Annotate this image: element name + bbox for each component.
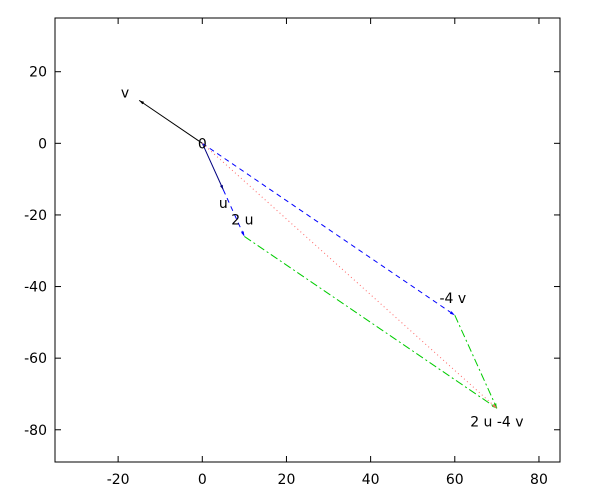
x-tick-label: 60 [446,472,464,488]
plot-frame [54,17,561,463]
vector [201,142,498,409]
x-tick-label: 20 [278,472,296,488]
x-tick-label: -20 [107,472,130,488]
vector-label: u [219,196,228,212]
x-tick-label: 80 [530,472,548,488]
vector-label: 2 u [231,212,253,228]
y-tick-label: 0 [38,136,47,152]
y-tick-label: -80 [24,423,47,439]
y-tick-label: -40 [24,280,47,296]
x-tick-label: 40 [362,472,380,488]
vector-label: v [121,85,129,101]
x-tick-label: 0 [198,472,207,488]
vector [244,236,498,409]
origin-label: 0 [198,136,207,152]
vector [202,142,456,316]
vector-label: -4 v [439,291,466,307]
vector [454,314,498,409]
vector [138,99,203,144]
y-tick-label: -60 [24,351,47,367]
vector [201,143,224,191]
y-tick-label: 20 [29,65,47,81]
vector-label: 2 u -4 v [470,414,523,430]
y-tick-label: -20 [24,208,47,224]
